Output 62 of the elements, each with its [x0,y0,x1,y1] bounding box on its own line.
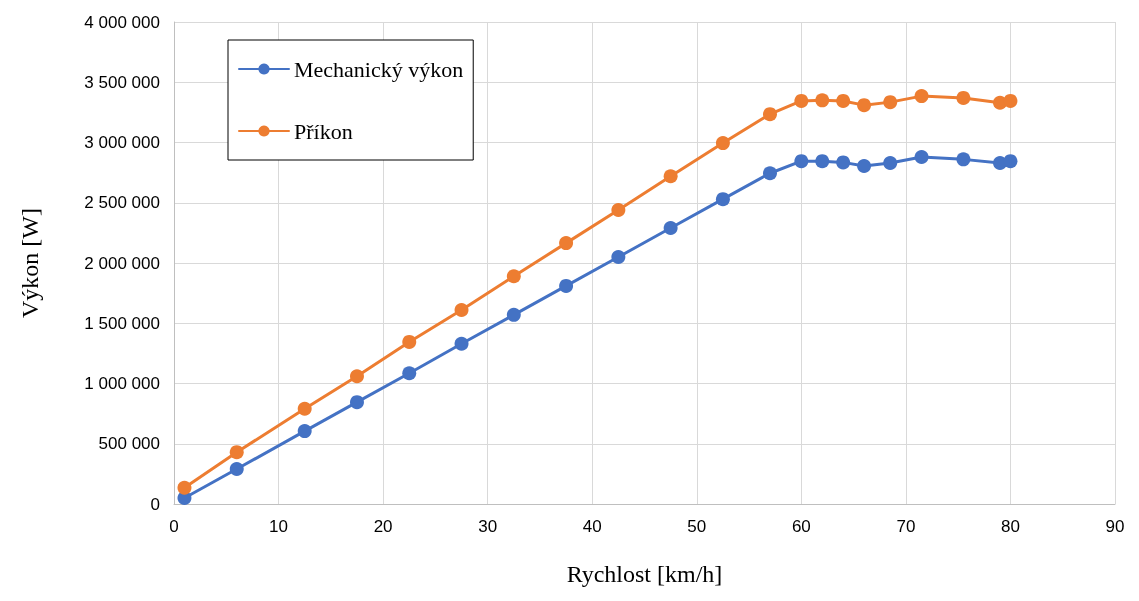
point [762,107,777,122]
y-tick-label: 0 [150,494,160,514]
point [297,424,312,439]
point [836,93,851,108]
x-axis-title: Rychlost [km/h] [566,561,723,587]
point [794,154,809,169]
point [454,336,469,351]
y-tick-label: 3 000 000 [84,133,160,152]
point [349,395,364,410]
y-axis-title: Výkon [W] [17,208,43,318]
x-tick-label: 60 [791,517,811,536]
y-tick-label: 2 500 000 [84,193,160,213]
x-tick-label: 0 [169,517,179,536]
point [506,307,521,322]
point [177,480,192,495]
point [956,152,971,167]
point [815,93,830,108]
point [715,136,730,151]
y-tick-label: 4 000 000 [84,12,160,32]
point [402,366,417,381]
x-tick-label: 90 [1105,517,1125,536]
x-tick-label: 80 [1000,517,1020,536]
x-tick-label: 10 [269,517,289,536]
y-tick-label: 2 000 000 [84,253,160,273]
point [663,169,678,184]
x-tick-label: 40 [582,517,602,536]
point [836,155,851,170]
point [857,98,872,113]
point [1003,154,1018,169]
point [454,303,469,317]
point [914,149,929,164]
point [956,90,971,105]
point [883,155,898,170]
point [715,192,730,207]
point [1003,93,1018,108]
point [611,249,626,264]
point [402,334,417,349]
point [229,462,244,477]
x-tick-label: 70 [896,517,916,536]
point [663,221,678,236]
x-tick-label: 20 [373,517,393,536]
point [883,95,898,110]
y-tick-label: 3 500 000 [84,72,160,92]
point [794,93,809,108]
point [611,202,626,217]
point [815,154,830,169]
point [914,89,929,104]
y-tick-label: 1 500 000 [84,313,160,333]
y-tick-label: 500 000 [98,434,160,454]
x-tick-label: 30 [478,517,498,536]
point [857,159,872,173]
point [506,269,521,284]
point [559,278,574,293]
legend-label: Mechanický výkon [294,56,464,82]
point [559,236,574,251]
y-tick-label: 1 000 000 [84,374,160,393]
x-tick-label: 50 [687,517,707,536]
point [229,445,244,460]
legend-label: Příkon [294,118,353,144]
point [349,369,364,384]
point [762,166,777,181]
point [297,401,312,416]
